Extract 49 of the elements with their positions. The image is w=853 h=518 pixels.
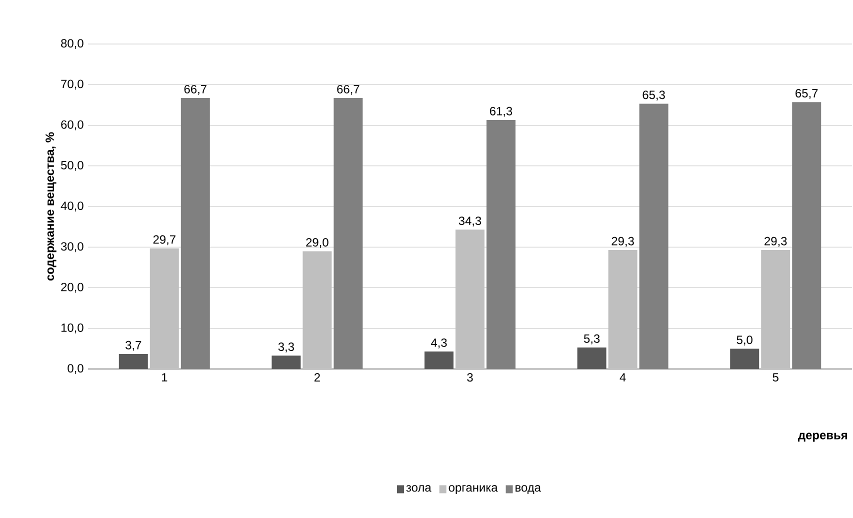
bar [302, 251, 332, 369]
bar [118, 354, 148, 369]
data-label: 5,0 [736, 336, 752, 346]
bar [577, 347, 606, 369]
bar [730, 348, 760, 369]
data-label: 3,7 [126, 340, 142, 351]
data-label: 5,3 [584, 334, 600, 344]
y-tick-label: 30,0 [61, 242, 84, 252]
bar [180, 98, 210, 369]
x-axis-title: деревья [798, 432, 847, 442]
data-label: 65,3 [642, 90, 665, 101]
y-tick-label: 70,0 [61, 80, 84, 90]
bar [639, 104, 668, 369]
x-tick-label: 1 [162, 373, 168, 382]
bar [608, 250, 638, 369]
bar [761, 250, 790, 369]
y-tick-label: 40,0 [60, 202, 84, 212]
data-label: 29,3 [764, 236, 787, 247]
y-tick-label: 20,0 [61, 282, 84, 293]
bar [272, 356, 301, 369]
y-axis-title: содержание вещества, % [46, 132, 56, 281]
legend-label: органика [448, 485, 498, 494]
legend-label: вода [516, 485, 541, 494]
y-tick-label: 10,0 [61, 323, 84, 334]
y-tick-label: 60,0 [61, 120, 84, 130]
data-label: 29,7 [153, 235, 176, 246]
legend-label: зола [406, 485, 432, 492]
bar [792, 102, 822, 369]
data-label: 66,7 [184, 84, 206, 95]
data-label: 3,3 [278, 342, 294, 352]
x-tick-label: 3 [467, 373, 473, 382]
bar [486, 120, 516, 369]
x-tick-label: 4 [620, 373, 626, 382]
x-tick-label: 5 [772, 373, 778, 382]
y-tick-label: 0,0 [68, 364, 84, 374]
data-label: 66,7 [337, 84, 360, 95]
data-label: 29,3 [612, 236, 634, 247]
bar [334, 98, 363, 369]
data-label: 29,0 [306, 238, 328, 248]
bar [456, 230, 485, 369]
y-tick-label: 80,0 [61, 39, 84, 49]
x-tick-label: 2 [314, 373, 320, 382]
data-label: 34,3 [458, 216, 482, 226]
data-label: 65,7 [796, 89, 818, 99]
bar [424, 352, 454, 369]
data-label: 4,3 [430, 338, 447, 348]
bar [150, 248, 179, 369]
data-label: 61,3 [490, 106, 512, 117]
y-tick-label: 50,0 [61, 160, 84, 171]
